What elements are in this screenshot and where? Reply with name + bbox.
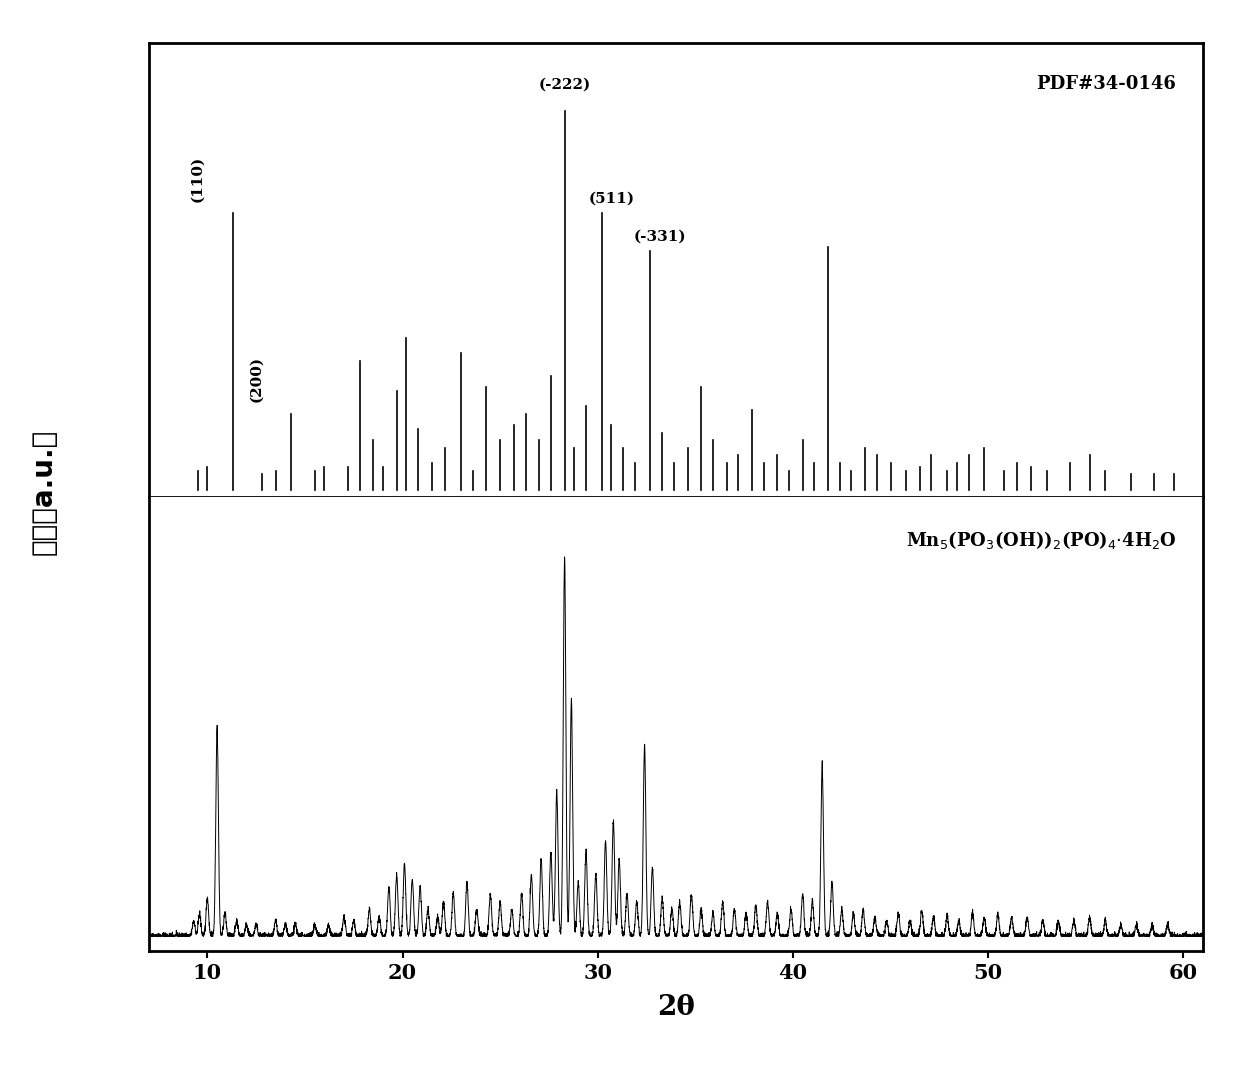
X-axis label: 2θ: 2θ xyxy=(657,994,694,1021)
Text: (-331): (-331) xyxy=(634,230,687,244)
Text: (110): (110) xyxy=(191,155,205,202)
Text: PDF#34-0146: PDF#34-0146 xyxy=(1037,75,1177,93)
Text: (200): (200) xyxy=(249,356,263,402)
Text: (-222): (-222) xyxy=(538,78,590,92)
Text: (511): (511) xyxy=(588,191,635,205)
Text: 强度（a.u.）: 强度（a.u.） xyxy=(30,429,57,555)
Text: Mn$_5$(PO$_3$(OH))$_2$(PO)$_4$$\cdot$4H$_2$O: Mn$_5$(PO$_3$(OH))$_2$(PO)$_4$$\cdot$4H$… xyxy=(905,529,1177,551)
